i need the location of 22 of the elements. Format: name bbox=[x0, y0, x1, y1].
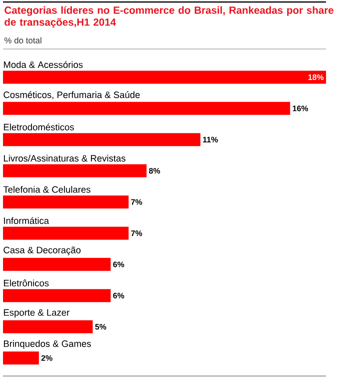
chart-subtitle: % do total bbox=[4, 37, 42, 44]
y-tick-label: Moda & Acessórios bbox=[4, 61, 83, 68]
bar bbox=[3, 102, 290, 115]
bar bbox=[3, 320, 93, 334]
chart-title: Categorias líderes no E-commerce do Brasil, Rankeadas por share de transações,H1 2014 bbox=[4, 6, 334, 28]
bar bbox=[3, 70, 326, 84]
y-tick-label: Telefonia & Celulares bbox=[3, 186, 90, 193]
bar bbox=[3, 196, 129, 208]
bar bbox=[3, 258, 111, 271]
y-tick-label: Esporte & Lazer bbox=[4, 309, 70, 318]
y-tick-label: Cosméticos, Perfumaria & Saúde bbox=[4, 91, 140, 100]
y-tick-label: Casa & Decoração bbox=[4, 246, 81, 256]
y-tick-label: Informática bbox=[4, 217, 50, 224]
bar bbox=[3, 226, 129, 240]
bar bbox=[3, 289, 111, 302]
y-tick-label: Eletrodomésticos bbox=[4, 123, 74, 130]
bar bbox=[3, 133, 200, 146]
bar bbox=[3, 164, 147, 178]
y-tick-label: Eletrônicos bbox=[4, 280, 49, 286]
bar bbox=[3, 352, 39, 365]
y-tick-label: Brinquedos & Games bbox=[4, 340, 91, 349]
y-tick-label: Livros/Assinaturas & Revistas bbox=[4, 154, 126, 162]
